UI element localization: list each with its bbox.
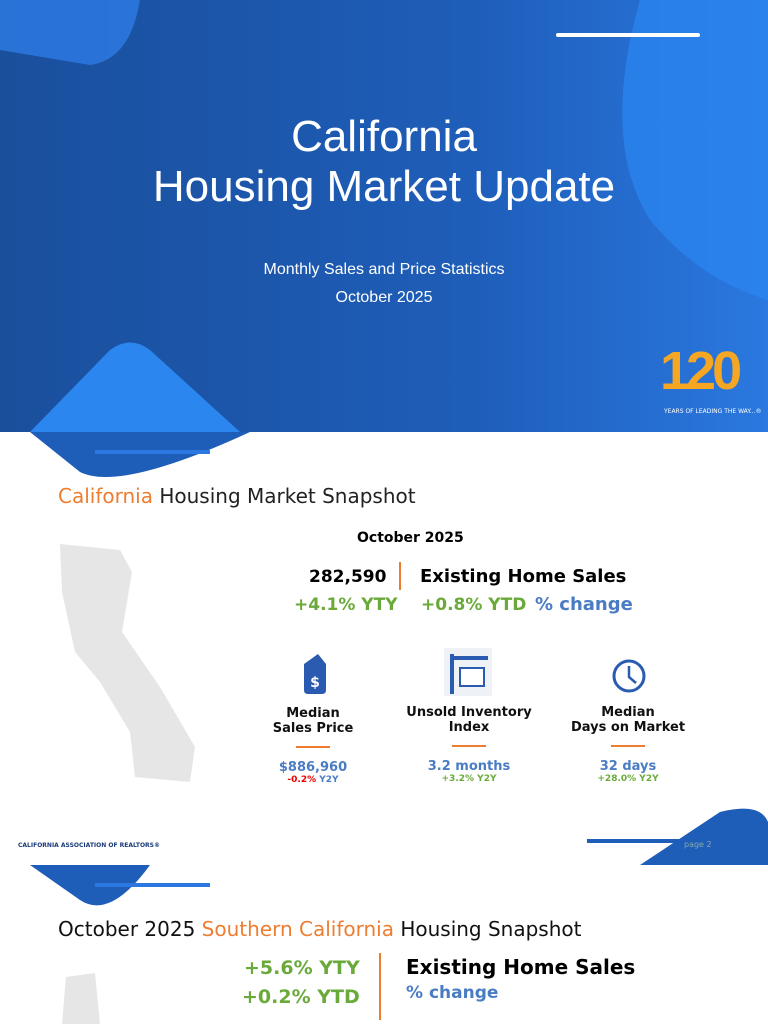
metric-change-label: Y2Y	[477, 774, 497, 784]
title-highlight: Southern California	[201, 917, 394, 941]
ytd: +0.8% YTD	[421, 595, 527, 615]
metric-value: 3.2 months	[427, 759, 511, 774]
metric-change-label: Y2Y	[319, 775, 339, 785]
metric-label: Days on Market	[570, 720, 686, 735]
change-label: % change	[535, 594, 633, 615]
ytd: +0.2% YTD	[242, 986, 360, 1008]
metric: Median Days on Market 32 days +28.0% Y2Y	[548, 705, 708, 784]
metric-value: $886,960	[278, 760, 348, 775]
sales-label: Existing Home Sales	[420, 566, 627, 587]
slide2-shapes: $	[30, 432, 768, 865]
metric: Median Sales Price $886,960 -0.2% Y2Y	[233, 706, 393, 785]
logo-tagline: YEARS OF LEADING THE WAY...®	[664, 408, 762, 415]
svg-text:$: $	[310, 675, 320, 691]
footer: CALIFORNIA ASSOCIATION OF REALTORS®	[18, 842, 160, 849]
title-line: Housing Market Update	[152, 162, 616, 211]
metric-label: Sales Price	[272, 721, 354, 736]
metric-change: -0.2%	[287, 775, 317, 785]
sales-label: Existing Home Sales	[406, 955, 636, 979]
slide3-shapes	[30, 865, 381, 1024]
cover-slide: California Housing Market Update Monthly…	[0, 0, 768, 432]
title-before: October 2025	[58, 917, 196, 941]
logo-number: 120	[660, 341, 742, 401]
cover-shapes	[0, 0, 768, 432]
metric-value: 32 days	[599, 759, 657, 774]
yty-text: +5.6% YTY	[244, 957, 360, 979]
yty: +4.1% YTY	[294, 595, 398, 615]
sales-value: 282,590	[309, 567, 387, 587]
title-rest: Housing Market Snapshot	[159, 484, 416, 508]
subtitle-line: Monthly Sales and Price Statistics	[263, 261, 505, 278]
snapshot-title: California Housing Market Snapshot	[58, 484, 416, 508]
title-highlight: California	[58, 484, 153, 508]
metric: Unsold Inventory Index 3.2 months +3.2% …	[389, 705, 549, 784]
yty: +5.6% YTY	[244, 957, 360, 979]
period: October 2025	[357, 530, 464, 546]
title-after: Housing Snapshot	[400, 917, 582, 941]
metric-change: +28.0%	[597, 774, 637, 784]
change-label: % change	[406, 983, 499, 1003]
socal-title: October 2025 Southern California Housing…	[58, 917, 581, 941]
metric-label: Median	[286, 706, 340, 721]
metric-change-label: Y2Y	[639, 774, 659, 784]
metric-label: Unsold Inventory	[406, 705, 532, 720]
page-number: page 2	[684, 840, 712, 849]
metric-label: Median	[601, 705, 655, 720]
subtitle-line: October 2025	[335, 289, 433, 306]
title-line: California	[291, 112, 477, 161]
metric-label: Index	[448, 720, 490, 735]
metric-change: +3.2%	[441, 774, 475, 784]
